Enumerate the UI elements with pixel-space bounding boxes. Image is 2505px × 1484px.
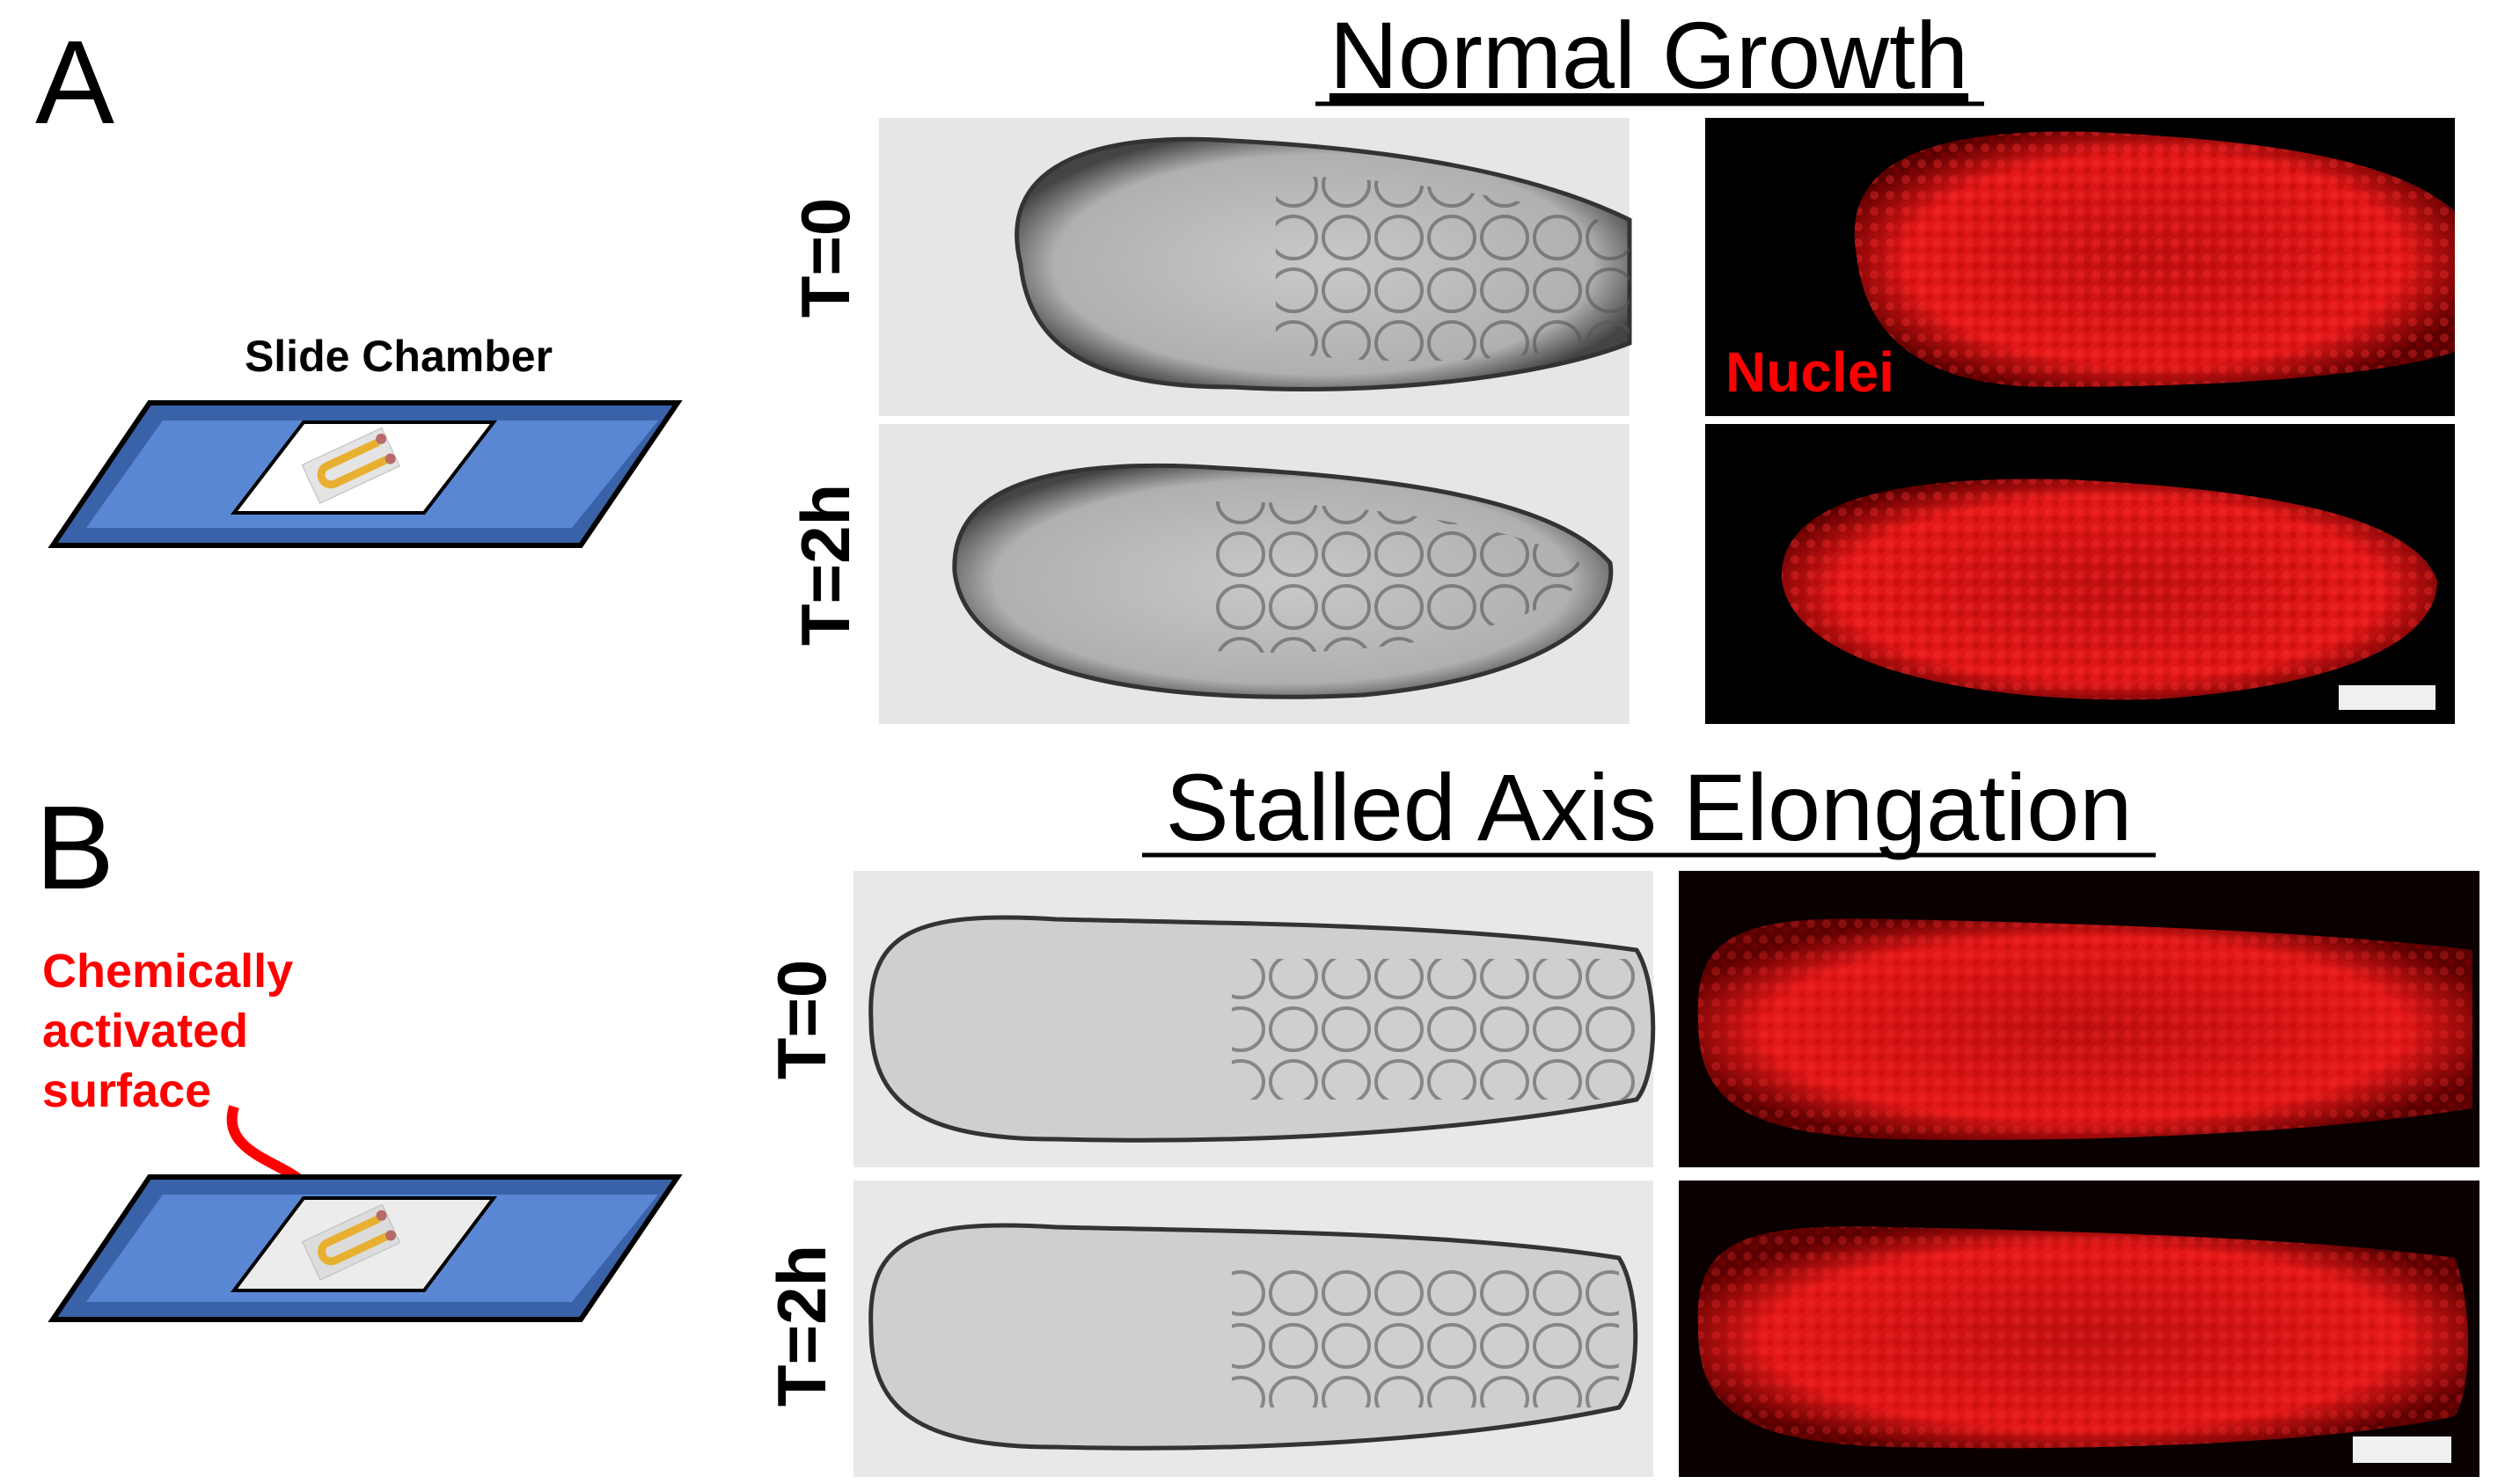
surface-label-line-3: surface [42, 1064, 211, 1117]
fluorescence-image-b-t2h [1679, 1181, 2479, 1477]
surface-label-line-2: activated [42, 1005, 248, 1057]
time-label-b-t2h: T=2h [763, 1245, 840, 1407]
activated-slide-icon [48, 1174, 683, 1322]
nuclei-stain-label: Nuclei [1725, 340, 1894, 404]
time-label-a-t0: T=0 [787, 198, 864, 318]
slide-chamber-icon [48, 400, 683, 548]
panel-letter-b: B [35, 781, 114, 914]
slide-chamber-label: Slide Chamber [245, 332, 553, 381]
time-label-b-t0: T=0 [763, 960, 840, 1080]
surface-label: Chemically activated surface [42, 945, 293, 1117]
scale-bar-b [2353, 1436, 2451, 1463]
brightfield-image-b-t2h [853, 1181, 1653, 1477]
fluorescence-image-a-t2h [1705, 424, 2455, 724]
title-stalled-axis-elongation: Stalled Axis Elongation [1166, 754, 2133, 860]
fluorescence-image-a-t0: Nuclei [1705, 118, 2455, 416]
scale-bar-a [2339, 685, 2435, 710]
fluorescence-image-b-t0 [1679, 871, 2479, 1167]
time-label-a-t2h: T=2h [787, 484, 864, 646]
brightfield-image-a-t2h [879, 424, 1630, 724]
brightfield-image-a-t0 [879, 118, 1632, 416]
title-normal-growth: Normal Growth [1329, 2, 1968, 108]
panel-letter-a: A [35, 16, 114, 149]
brightfield-image-b-t0 [853, 871, 1656, 1167]
embryo-on-slide-icon [301, 427, 400, 504]
surface-label-line-1: Chemically [42, 945, 293, 998]
